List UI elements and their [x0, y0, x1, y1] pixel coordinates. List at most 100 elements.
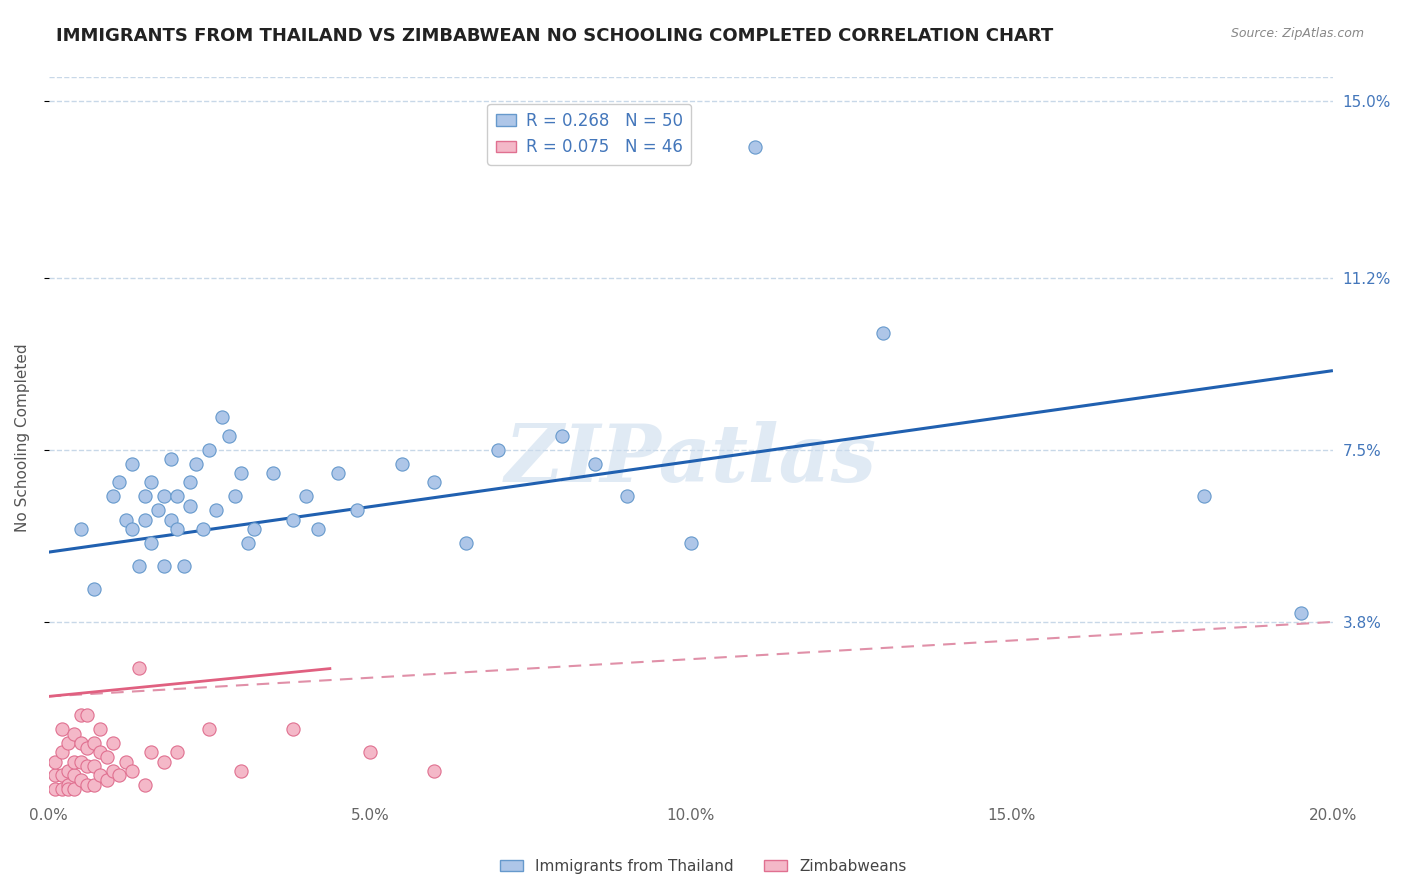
Point: [186, 457, 208, 471]
Point: [224, 489, 246, 503]
Point: [56, 736, 79, 750]
Point: [423, 475, 446, 490]
Point: [76, 778, 98, 792]
Point: [486, 442, 509, 457]
Point: [146, 503, 169, 517]
Point: [281, 722, 304, 736]
Point: [101, 764, 124, 778]
Point: [134, 778, 156, 792]
Point: [616, 489, 638, 503]
Point: [263, 466, 285, 480]
Text: IMMIGRANTS FROM THAILAND VS ZIMBABWEAN NO SCHOOLING COMPLETED CORRELATION CHART: IMMIGRANTS FROM THAILAND VS ZIMBABWEAN N…: [56, 27, 1053, 45]
Point: [83, 736, 105, 750]
Point: [83, 778, 105, 792]
Point: [346, 503, 368, 517]
Point: [423, 764, 446, 778]
Point: [179, 475, 201, 490]
Point: [56, 778, 79, 792]
Point: [179, 499, 201, 513]
Point: [51, 768, 73, 782]
Point: [51, 782, 73, 797]
Y-axis label: No Schooling Completed: No Schooling Completed: [15, 343, 30, 533]
Legend: Immigrants from Thailand, Zimbabweans: Immigrants from Thailand, Zimbabweans: [494, 853, 912, 880]
Point: [76, 740, 98, 755]
Point: [108, 475, 131, 490]
Point: [204, 503, 226, 517]
Point: [51, 722, 73, 736]
Point: [70, 708, 93, 723]
Point: [166, 745, 188, 759]
Point: [89, 722, 111, 736]
Point: [744, 140, 766, 154]
Point: [141, 745, 163, 759]
Point: [114, 512, 136, 526]
Point: [211, 410, 233, 425]
Point: [551, 429, 574, 443]
Point: [63, 782, 86, 797]
Point: [307, 522, 329, 536]
Point: [63, 755, 86, 769]
Point: [456, 536, 478, 550]
Point: [166, 522, 188, 536]
Point: [134, 512, 156, 526]
Point: [198, 442, 221, 457]
Point: [173, 559, 195, 574]
Point: [679, 536, 702, 550]
Point: [108, 768, 131, 782]
Point: [326, 466, 349, 480]
Point: [134, 489, 156, 503]
Point: [198, 722, 221, 736]
Text: ZIPatlas: ZIPatlas: [505, 421, 877, 499]
Point: [114, 755, 136, 769]
Point: [44, 782, 66, 797]
Point: [56, 782, 79, 797]
Point: [153, 559, 176, 574]
Point: [121, 457, 143, 471]
Point: [70, 773, 93, 788]
Point: [128, 661, 150, 675]
Point: [63, 768, 86, 782]
Point: [218, 429, 240, 443]
Point: [153, 755, 176, 769]
Point: [391, 457, 413, 471]
Point: [128, 559, 150, 574]
Point: [243, 522, 266, 536]
Point: [1194, 489, 1216, 503]
Point: [231, 466, 253, 480]
Point: [89, 745, 111, 759]
Point: [191, 522, 214, 536]
Point: [83, 759, 105, 773]
Point: [231, 764, 253, 778]
Point: [159, 452, 181, 467]
Point: [63, 726, 86, 740]
Text: Source: ZipAtlas.com: Source: ZipAtlas.com: [1230, 27, 1364, 40]
Point: [1289, 606, 1312, 620]
Point: [70, 736, 93, 750]
Point: [51, 745, 73, 759]
Point: [236, 536, 259, 550]
Point: [101, 736, 124, 750]
Point: [872, 326, 894, 341]
Point: [294, 489, 316, 503]
Point: [76, 708, 98, 723]
Point: [281, 512, 304, 526]
Point: [83, 582, 105, 597]
Point: [96, 773, 118, 788]
Point: [96, 750, 118, 764]
Point: [89, 768, 111, 782]
Legend: R = 0.268   N = 50, R = 0.075   N = 46: R = 0.268 N = 50, R = 0.075 N = 46: [488, 103, 690, 165]
Point: [121, 522, 143, 536]
Point: [166, 489, 188, 503]
Point: [141, 475, 163, 490]
Point: [359, 745, 381, 759]
Point: [76, 759, 98, 773]
Point: [159, 512, 181, 526]
Point: [583, 457, 606, 471]
Point: [153, 489, 176, 503]
Point: [141, 536, 163, 550]
Point: [70, 522, 93, 536]
Point: [70, 755, 93, 769]
Point: [44, 755, 66, 769]
Point: [44, 768, 66, 782]
Point: [101, 489, 124, 503]
